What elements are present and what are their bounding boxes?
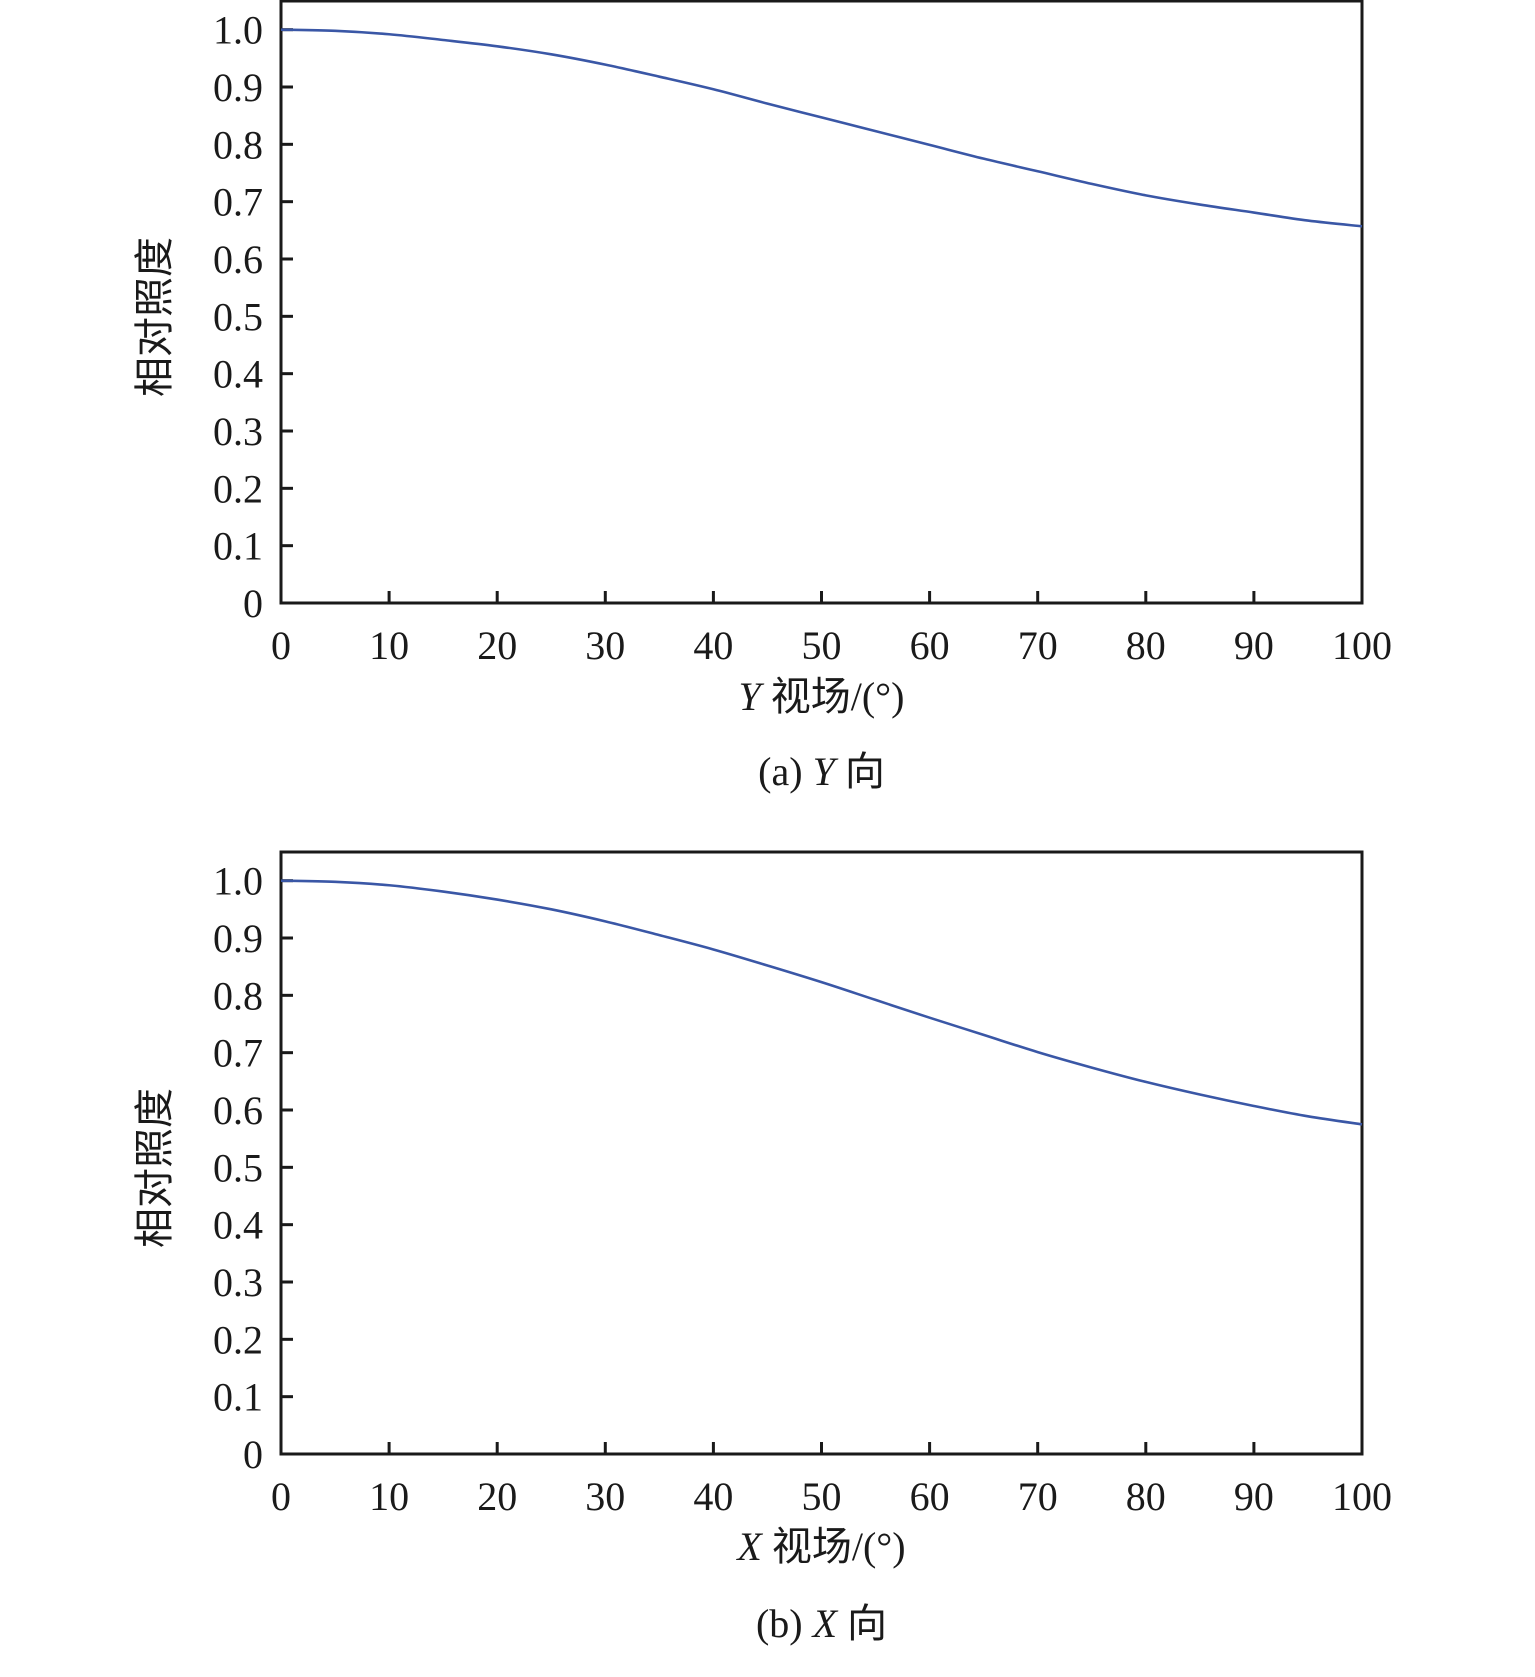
y-axis-label: 相对照度 (132, 1088, 177, 1248)
x-tick-label: 0 (271, 1474, 291, 1519)
y-axis-label: 相对照度 (132, 237, 177, 397)
x-axis-label: Y 视场/(°) (739, 674, 905, 719)
x-tick-label: 0 (271, 623, 291, 668)
y-tick-label: 0.1 (213, 1375, 263, 1420)
caption-suffix: 向 (835, 749, 885, 794)
panel-caption: (a) Y 向 (758, 749, 885, 794)
y-tick-label: 0.7 (213, 1031, 263, 1076)
caption-prefix: (a) (758, 749, 812, 794)
y-tick-label: 0.4 (213, 1203, 263, 1248)
chart-panel-b: 0 10 20 30 40 50 60 70 80 90 100 0 0.1 0.2 0.3 0.4 0.5 0.… (132, 850, 1392, 1646)
x-tick-label: 80 (1126, 1474, 1166, 1519)
x-tick-label: 40 (693, 1474, 733, 1519)
x-tick-label: 90 (1234, 623, 1274, 668)
caption-suffix: 向 (837, 1601, 887, 1646)
caption-prefix: (b) (756, 1601, 813, 1646)
x-tick-label: 40 (693, 623, 733, 668)
x-tick-label: 100 (1332, 1474, 1392, 1519)
x-tick-label: 60 (910, 1474, 950, 1519)
x-tick-label: 60 (910, 623, 950, 668)
y-tick-label: 0 (243, 1432, 263, 1477)
x-tick-label: 10 (369, 623, 409, 668)
y-tick-label: 1.0 (213, 8, 263, 53)
series-line (280, 879, 1363, 1126)
x-tick-label: 80 (1126, 623, 1166, 668)
y-tick-label: 0.9 (213, 916, 263, 961)
y-tick-label: 0.3 (213, 409, 263, 454)
y-tick-label: 0 (243, 581, 263, 626)
y-tick-label: 0.4 (213, 352, 263, 397)
y-tick-label: 0.2 (213, 1317, 263, 1362)
x-tick-label: 70 (1018, 623, 1058, 668)
y-tick-label: 0.7 (213, 180, 263, 225)
x-tick-label: 20 (477, 623, 517, 668)
series-line (280, 28, 1363, 228)
y-tick-label: 0.6 (213, 1088, 263, 1133)
y-tick-label: 0.5 (213, 1145, 263, 1190)
x-tick-label: 10 (369, 1474, 409, 1519)
y-tick-label: 1.0 (213, 859, 263, 904)
x-axis-label-variable: Y (739, 674, 765, 719)
x-axis-label-variable: X (735, 1524, 763, 1569)
x-tick-label: 30 (585, 1474, 625, 1519)
y-tick-label: 0.8 (213, 973, 263, 1018)
chart-panel-a: 0 10 20 30 40 50 60 70 80 90 100 0 0.1 0.2 0.3 0.4 0.5 0.… (132, 0, 1392, 794)
y-tick-label: 0.1 (213, 524, 263, 569)
y-tick-label: 0.9 (213, 65, 263, 110)
x-axis-label-text: 视场/(°) (761, 674, 905, 719)
x-tick-label: 50 (802, 623, 842, 668)
x-tick-label: 100 (1332, 623, 1392, 668)
caption-axis: Y (813, 749, 839, 794)
y-tick-label: 0.3 (213, 1260, 263, 1305)
y-tick-label: 0.2 (213, 466, 263, 511)
y-tick-label: 0.8 (213, 122, 263, 167)
x-axis-label-text: 视场/(°) (762, 1524, 906, 1569)
x-axis-label: X 视场/(°) (735, 1524, 905, 1569)
x-tick-label: 90 (1234, 1474, 1274, 1519)
plot-frame (279, 850, 1364, 1456)
x-tick-label: 50 (802, 1474, 842, 1519)
caption-axis: X (811, 1601, 839, 1646)
x-tick-label: 20 (477, 1474, 517, 1519)
plot-frame (279, 0, 1364, 605)
y-tick-label: 0.6 (213, 237, 263, 282)
panel-caption: (b) X 向 (756, 1601, 887, 1646)
x-tick-label: 30 (585, 623, 625, 668)
x-tick-label: 70 (1018, 1474, 1058, 1519)
y-tick-label: 0.5 (213, 294, 263, 339)
